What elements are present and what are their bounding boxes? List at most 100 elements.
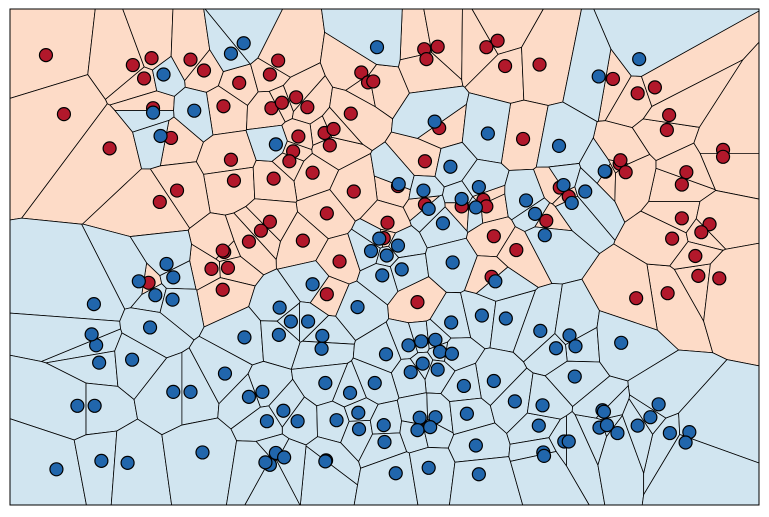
data-point-red [125, 57, 140, 73]
data-point-blue [432, 344, 448, 359]
data-point-blue [120, 455, 135, 470]
data-point-red [241, 234, 257, 249]
data-point-blue [468, 200, 483, 215]
data-point-red [322, 138, 337, 153]
data-point-red [144, 50, 159, 66]
data-point-blue [195, 445, 210, 460]
data-point-blue [507, 394, 522, 409]
data-point-blue [156, 67, 171, 82]
data-point-red [679, 165, 694, 180]
data-point-blue [290, 414, 305, 429]
data-point-red [712, 271, 727, 286]
data-point-red [262, 67, 277, 82]
data-point-blue [444, 346, 460, 361]
data-point-red [266, 171, 281, 186]
data-point-blue [223, 46, 239, 61]
data-point-blue [474, 308, 489, 323]
data-point-blue [165, 292, 180, 307]
data-point-blue [561, 434, 576, 449]
data-point-blue [678, 435, 693, 450]
data-point-blue [415, 356, 430, 371]
data-point-blue [421, 201, 436, 216]
data-point-red [660, 286, 675, 301]
data-point-blue [445, 255, 460, 270]
voronoi-cell-blue [554, 195, 616, 255]
data-point-blue [124, 352, 140, 367]
data-point-red [196, 63, 212, 78]
data-point-red [282, 154, 297, 169]
data-point-red [215, 243, 230, 258]
data-point-red [204, 261, 219, 276]
data-point-blue [599, 418, 615, 433]
data-point-red [497, 58, 513, 74]
data-point-blue [596, 404, 612, 419]
data-point-blue [537, 228, 552, 243]
data-point-blue [342, 385, 358, 400]
data-point-blue [430, 362, 445, 377]
data-point-blue [84, 327, 99, 342]
data-point-red [715, 149, 731, 164]
data-point-red [56, 107, 72, 122]
data-point-blue [468, 438, 483, 453]
data-point-blue [533, 323, 548, 338]
data-point-blue [376, 418, 391, 433]
data-point-red [319, 287, 334, 302]
data-point-blue [391, 176, 406, 192]
data-point-blue [643, 410, 658, 425]
data-point-blue [305, 277, 320, 292]
data-point-blue [86, 297, 101, 312]
data-point-red [300, 100, 315, 115]
data-point-red [232, 75, 247, 91]
data-point-blue [187, 103, 202, 118]
data-point-blue [301, 314, 316, 329]
data-point-red [647, 80, 662, 95]
data-point-red [354, 65, 369, 80]
data-point-blue [610, 425, 625, 441]
data-point-blue [412, 410, 427, 425]
data-point-blue [363, 243, 379, 259]
voronoi-cell-blue [622, 397, 654, 475]
data-point-blue [87, 398, 102, 413]
data-point-red [694, 225, 709, 240]
data-point-blue [148, 288, 163, 303]
data-point-blue [486, 373, 501, 389]
data-point-blue [258, 455, 273, 470]
data-point-red [618, 165, 633, 180]
data-point-blue [390, 238, 406, 253]
data-point-blue [551, 138, 567, 153]
voronoi-cell-blue [408, 447, 456, 506]
data-point-red [305, 165, 320, 180]
data-point-blue [410, 423, 425, 438]
data-point-red [691, 268, 706, 283]
data-point-blue [662, 425, 677, 441]
data-point-blue [166, 384, 181, 400]
data-point-red [152, 194, 167, 210]
data-point-red [509, 242, 524, 258]
data-point-blue [367, 375, 382, 391]
voronoi-cell-blue [245, 124, 288, 162]
data-point-blue [271, 327, 286, 342]
data-point-blue [276, 403, 291, 418]
data-point-red [226, 173, 242, 188]
data-point-blue [314, 341, 329, 356]
data-point-red [490, 33, 505, 48]
data-point-blue [568, 339, 583, 354]
data-point-blue [416, 183, 431, 198]
data-point-blue [369, 40, 385, 55]
data-point-blue [315, 328, 330, 343]
data-point-red [629, 291, 644, 306]
data-point-blue [70, 398, 85, 413]
data-point-red [605, 71, 621, 87]
data-point-blue [241, 389, 257, 404]
data-point-blue [272, 300, 287, 315]
data-point-red [479, 40, 494, 55]
data-point-blue [597, 164, 612, 179]
data-point-blue [394, 262, 409, 277]
data-point-red [674, 211, 689, 226]
data-point-blue [351, 422, 367, 437]
data-point-red [38, 48, 54, 63]
data-point-blue [548, 341, 564, 356]
data-point-blue [183, 384, 198, 400]
data-point-blue [277, 450, 292, 465]
